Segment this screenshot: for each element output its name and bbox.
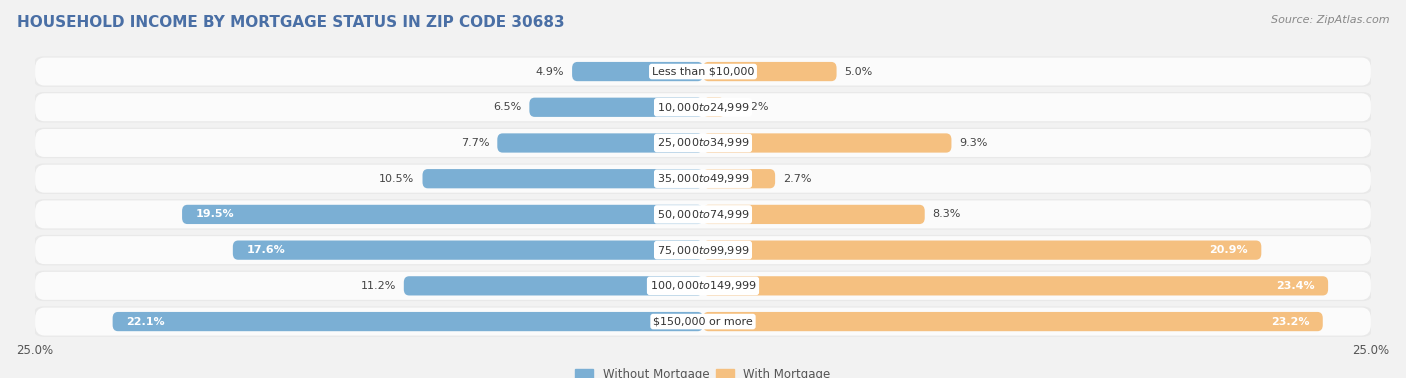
Legend: Without Mortgage, With Mortgage: Without Mortgage, With Mortgage — [571, 364, 835, 378]
FancyBboxPatch shape — [32, 163, 1374, 194]
Text: 17.6%: 17.6% — [246, 245, 285, 255]
Text: 19.5%: 19.5% — [195, 209, 233, 219]
Text: 10.5%: 10.5% — [380, 174, 415, 184]
Text: 11.2%: 11.2% — [360, 281, 395, 291]
Text: $35,000 to $49,999: $35,000 to $49,999 — [657, 172, 749, 185]
FancyBboxPatch shape — [233, 240, 703, 260]
Text: 9.3%: 9.3% — [959, 138, 988, 148]
FancyBboxPatch shape — [703, 276, 1329, 296]
Text: 22.1%: 22.1% — [127, 316, 165, 327]
FancyBboxPatch shape — [32, 306, 1374, 337]
FancyBboxPatch shape — [181, 205, 703, 224]
FancyBboxPatch shape — [35, 57, 1371, 85]
FancyBboxPatch shape — [703, 169, 775, 188]
FancyBboxPatch shape — [703, 98, 725, 117]
FancyBboxPatch shape — [35, 236, 1371, 264]
FancyBboxPatch shape — [404, 276, 703, 296]
Text: Less than $10,000: Less than $10,000 — [652, 67, 754, 77]
FancyBboxPatch shape — [35, 308, 1371, 336]
FancyBboxPatch shape — [32, 271, 1374, 301]
FancyBboxPatch shape — [529, 98, 703, 117]
Text: $10,000 to $24,999: $10,000 to $24,999 — [657, 101, 749, 114]
FancyBboxPatch shape — [32, 92, 1374, 122]
FancyBboxPatch shape — [422, 169, 703, 188]
Text: $25,000 to $34,999: $25,000 to $34,999 — [657, 136, 749, 149]
FancyBboxPatch shape — [703, 205, 925, 224]
Text: 23.4%: 23.4% — [1277, 281, 1315, 291]
FancyBboxPatch shape — [35, 272, 1371, 300]
FancyBboxPatch shape — [703, 240, 1261, 260]
FancyBboxPatch shape — [32, 128, 1374, 158]
Text: HOUSEHOLD INCOME BY MORTGAGE STATUS IN ZIP CODE 30683: HOUSEHOLD INCOME BY MORTGAGE STATUS IN Z… — [17, 15, 564, 30]
FancyBboxPatch shape — [35, 93, 1371, 121]
Text: 7.7%: 7.7% — [461, 138, 489, 148]
FancyBboxPatch shape — [35, 200, 1371, 228]
FancyBboxPatch shape — [572, 62, 703, 81]
Text: $100,000 to $149,999: $100,000 to $149,999 — [650, 279, 756, 292]
Text: 5.0%: 5.0% — [845, 67, 873, 77]
Text: Source: ZipAtlas.com: Source: ZipAtlas.com — [1271, 15, 1389, 25]
FancyBboxPatch shape — [32, 235, 1374, 265]
Text: $150,000 or more: $150,000 or more — [654, 316, 752, 327]
FancyBboxPatch shape — [32, 199, 1374, 230]
Text: 20.9%: 20.9% — [1209, 245, 1249, 255]
Text: 23.2%: 23.2% — [1271, 316, 1309, 327]
FancyBboxPatch shape — [35, 129, 1371, 157]
FancyBboxPatch shape — [498, 133, 703, 153]
Text: 6.5%: 6.5% — [494, 102, 522, 112]
Text: $75,000 to $99,999: $75,000 to $99,999 — [657, 244, 749, 257]
FancyBboxPatch shape — [35, 165, 1371, 193]
Text: $50,000 to $74,999: $50,000 to $74,999 — [657, 208, 749, 221]
Text: 0.82%: 0.82% — [733, 102, 769, 112]
Text: 2.7%: 2.7% — [783, 174, 811, 184]
FancyBboxPatch shape — [32, 56, 1374, 87]
FancyBboxPatch shape — [703, 62, 837, 81]
FancyBboxPatch shape — [112, 312, 703, 331]
FancyBboxPatch shape — [703, 133, 952, 153]
Text: 8.3%: 8.3% — [932, 209, 962, 219]
Text: 4.9%: 4.9% — [536, 67, 564, 77]
FancyBboxPatch shape — [703, 312, 1323, 331]
